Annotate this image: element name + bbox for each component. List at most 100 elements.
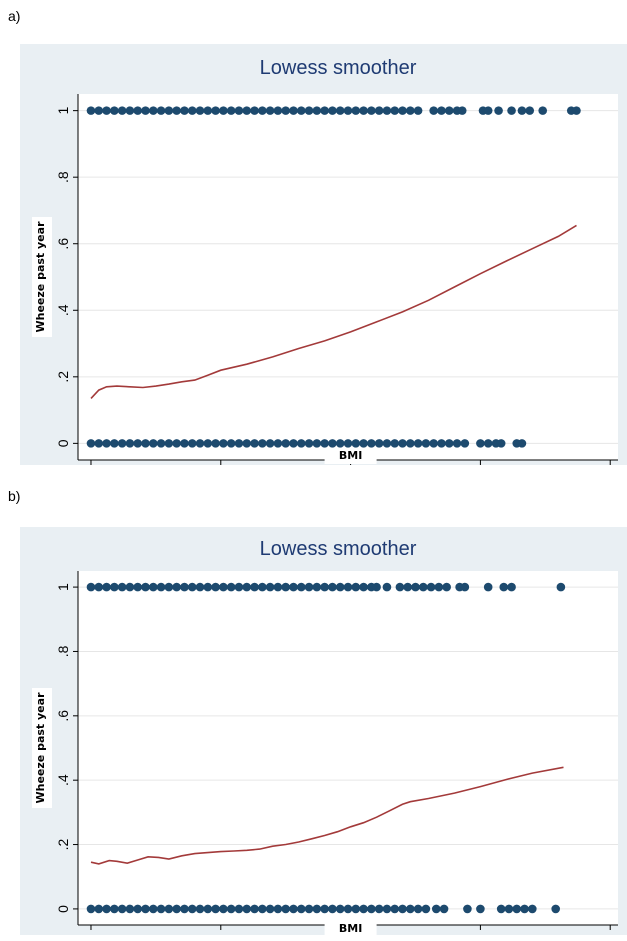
data-point: [164, 582, 174, 592]
data-point: [517, 439, 527, 448]
data-point: [102, 439, 111, 448]
data-point: [172, 582, 181, 592]
data-point: [374, 439, 384, 448]
data-point: [148, 439, 158, 448]
chart-title: Lowess smoother: [260, 538, 417, 560]
data-point: [273, 106, 283, 115]
data-point: [289, 904, 298, 914]
data-point: [164, 106, 174, 115]
x-label-box: [324, 446, 377, 464]
data-point: [265, 106, 275, 115]
data-point: [258, 106, 267, 115]
data-point: [156, 106, 166, 115]
y-axis-label: Wheeze past year: [34, 692, 47, 804]
data-point: [242, 582, 252, 592]
data-point: [320, 582, 329, 592]
y-tick-label: .2: [55, 838, 71, 850]
data-point: [281, 106, 290, 115]
data-point: [398, 106, 407, 115]
data-point: [460, 582, 470, 592]
data-point: [411, 582, 420, 592]
data-point: [320, 106, 329, 115]
data-point: [250, 582, 259, 592]
plot-area: [78, 571, 618, 925]
data-point: [234, 904, 244, 914]
lowess-line: [90, 224, 577, 399]
y-tick-label: .6: [55, 238, 71, 250]
panel-label-a: a): [8, 8, 21, 24]
data-point: [102, 106, 111, 115]
data-point: [172, 106, 181, 115]
data-point: [133, 439, 143, 448]
data-point: [156, 904, 166, 914]
data-point: [572, 106, 581, 115]
data-point: [187, 439, 197, 448]
data-point: [320, 904, 329, 914]
data-point: [296, 439, 306, 448]
data-point: [180, 904, 189, 914]
data-point: [421, 439, 431, 448]
data-point: [452, 439, 462, 448]
y-label-box: [32, 217, 52, 337]
data-point: [133, 582, 143, 592]
data-point: [172, 904, 181, 914]
data-point: [94, 582, 104, 592]
chart-b: 0.2.4.6.811520253035Lowess smootherBMIWh…: [20, 527, 627, 935]
data-point: [335, 106, 345, 115]
data-point: [351, 904, 361, 914]
data-point: [551, 904, 560, 914]
data-point: [406, 904, 415, 914]
data-point: [556, 582, 566, 592]
y-tick-label: 0: [55, 439, 71, 447]
data-point: [141, 106, 150, 115]
data-point: [187, 106, 197, 115]
data-point: [463, 904, 472, 914]
data-point: [483, 106, 493, 115]
data-point: [187, 904, 197, 914]
data-point: [110, 439, 119, 448]
data-point: [328, 439, 337, 448]
y-tick-label: .4: [55, 304, 71, 316]
data-point: [483, 582, 493, 592]
data-point: [395, 582, 405, 592]
data-point: [406, 106, 415, 115]
x-axis-label: BMI: [339, 922, 362, 935]
data-point: [367, 439, 376, 448]
y-axis-label: Wheeze past year: [34, 221, 47, 333]
data-point: [359, 904, 368, 914]
data-point: [141, 439, 150, 448]
data-point: [335, 439, 345, 448]
data-point: [110, 904, 119, 914]
data-point: [226, 439, 236, 448]
plot-area: [78, 94, 618, 460]
data-point: [335, 582, 345, 592]
data-point: [117, 582, 127, 592]
data-point: [304, 106, 314, 115]
data-point: [203, 904, 213, 914]
data-point: [304, 582, 314, 592]
data-point: [164, 439, 174, 448]
chart-a: 0.2.4.6.811520253035Lowess smootherBMIWh…: [20, 44, 627, 465]
data-point: [156, 582, 166, 592]
x-axis-label: BMI: [339, 449, 362, 462]
data-point: [265, 439, 275, 448]
data-point: [234, 439, 244, 448]
data-point: [265, 582, 275, 592]
data-point: [296, 582, 306, 592]
data-point: [125, 904, 135, 914]
data-point: [476, 904, 485, 914]
data-point: [374, 904, 384, 914]
data-point: [429, 439, 438, 448]
data-point: [413, 106, 423, 115]
data-point: [203, 582, 213, 592]
data-point: [117, 904, 127, 914]
data-point: [289, 582, 298, 592]
data-point: [219, 582, 228, 592]
data-point: [234, 582, 244, 592]
y-tick-label: .2: [55, 371, 71, 383]
data-point: [406, 439, 415, 448]
data-point: [273, 582, 283, 592]
data-point: [439, 904, 449, 914]
data-point: [133, 904, 143, 914]
data-point: [421, 904, 431, 914]
